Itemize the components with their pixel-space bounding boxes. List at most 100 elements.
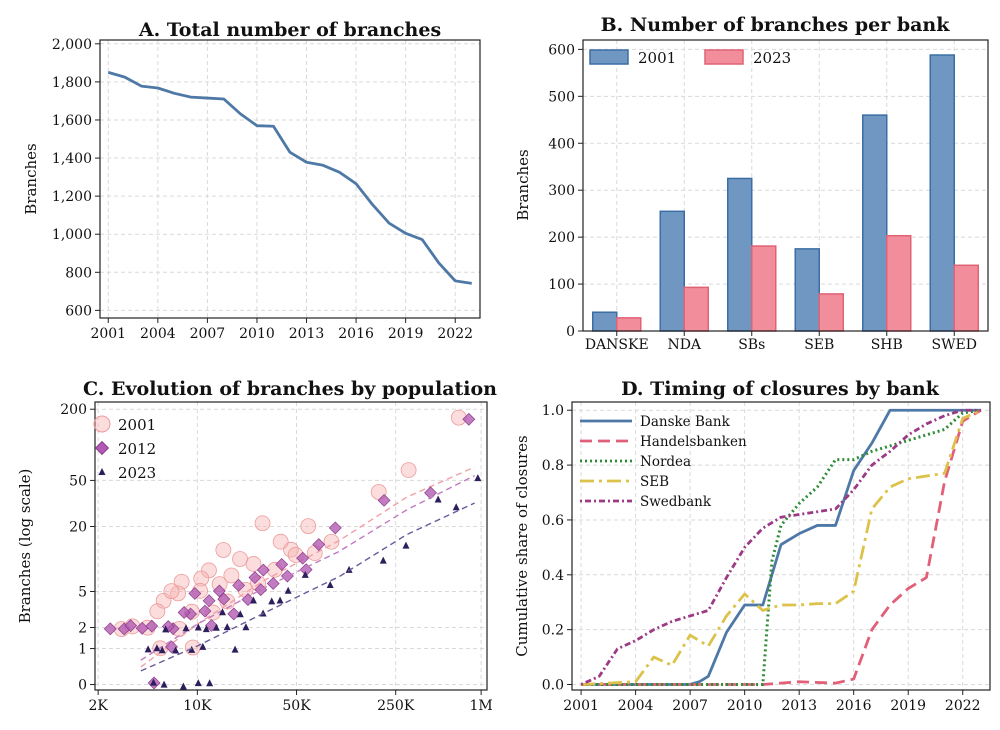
point-2023 xyxy=(194,679,202,687)
point-2012 xyxy=(217,592,231,606)
point-2001 xyxy=(215,542,232,558)
panel-c: 2K 10K 50K 250K 1M 0 1 2 5 20 50 200 C. Evolution of… xyxy=(16,378,497,714)
point-2012 xyxy=(198,604,212,618)
bar-swed-2001 xyxy=(929,54,955,332)
point-2001 xyxy=(232,551,248,567)
y-tick-label: 1,800 xyxy=(52,75,92,91)
point-2023 xyxy=(345,565,353,573)
legend-swatch-2023 xyxy=(704,49,744,65)
point-2023 xyxy=(231,645,239,653)
y-tick-label: 1,400 xyxy=(52,151,92,167)
y-axis-label: Branches xyxy=(514,149,532,220)
x-tick-label: 2013 xyxy=(781,698,817,714)
point-2023 xyxy=(150,678,158,686)
point-2012 xyxy=(280,569,294,583)
point-2023 xyxy=(144,645,152,653)
point-2023 xyxy=(202,625,210,633)
y-tick-label: 1,200 xyxy=(52,189,92,205)
point-2012 xyxy=(135,621,149,635)
point-2023 xyxy=(162,625,170,633)
y-tick-label: 500 xyxy=(548,89,575,105)
point-2001 xyxy=(193,570,210,587)
point-2001 xyxy=(272,533,289,550)
y-tick-label: 1,000 xyxy=(52,227,92,243)
y-tick-label: 200 xyxy=(548,230,575,246)
panel-a: 2001 2004 2007 2010 2013 2016 2019 2022 600 800 1,… xyxy=(22,19,481,342)
point-2023 xyxy=(276,596,284,604)
point-2023 xyxy=(284,586,292,594)
line-seb xyxy=(581,408,982,686)
y-axis-label: Cumulative share of closures xyxy=(513,435,531,657)
y-tick-label: 0.0 xyxy=(542,678,564,694)
point-2012 xyxy=(145,619,159,633)
point-2023 xyxy=(434,495,442,503)
x-tick-label: 2019 xyxy=(890,698,926,714)
point-2023 xyxy=(379,556,387,564)
bar-danske-2001 xyxy=(592,311,618,332)
x-tick-label: 2019 xyxy=(388,326,424,342)
point-2023 xyxy=(206,679,214,687)
legend-label: 2012 xyxy=(118,440,156,458)
point-2012 xyxy=(424,486,437,500)
y-tick-label: 5 xyxy=(78,585,87,601)
x-tick-label: SWED xyxy=(932,337,977,353)
bar-nda-2001 xyxy=(659,210,685,332)
point-2023 xyxy=(212,623,220,631)
x-tick-label: 2004 xyxy=(140,326,176,342)
point-2023 xyxy=(402,541,410,549)
x-tick-label: 2010 xyxy=(727,698,763,714)
point-2012 xyxy=(177,606,191,619)
point-2023 xyxy=(199,642,207,650)
legend-swatch-2001 xyxy=(589,49,629,65)
legend-marker-2023 xyxy=(98,468,106,475)
y-tick-label: 0.2 xyxy=(542,623,564,639)
x-tick-label: 2022 xyxy=(945,698,981,714)
legend-label: Nordea xyxy=(640,454,691,470)
point-2023 xyxy=(268,597,276,605)
x-tick-label: 2001 xyxy=(563,698,599,714)
y-axis-label: Branches xyxy=(22,143,40,214)
point-2023 xyxy=(182,624,190,632)
series-2023 xyxy=(140,474,482,690)
panel-title: C. Evolution of branches by population xyxy=(83,378,497,400)
point-2012 xyxy=(462,412,476,426)
x-tick-label: DANSKE xyxy=(585,337,649,353)
bar-seb-2023 xyxy=(818,293,844,332)
bar-danske-2023 xyxy=(616,317,642,332)
y-tick-label: 0.8 xyxy=(542,458,564,474)
panel-title: B. Number of branches per bank xyxy=(601,14,951,36)
point-2012 xyxy=(377,493,391,507)
x-tick-label: 250K xyxy=(377,698,415,714)
point-2023 xyxy=(301,570,309,578)
legend-label: 2001 xyxy=(118,416,156,434)
point-2023 xyxy=(236,610,244,618)
x-tick-label: 10K xyxy=(183,698,212,714)
y-tick-label: 1.0 xyxy=(542,403,564,419)
y-tick-label: 800 xyxy=(65,265,92,281)
trend-2023 xyxy=(140,502,475,672)
x-tick-label: 50K xyxy=(282,698,311,714)
y-tick-label: 600 xyxy=(548,42,575,58)
line-nordea xyxy=(581,408,982,687)
point-2012 xyxy=(328,521,342,535)
point-2012 xyxy=(296,551,310,565)
x-tick-label: 2022 xyxy=(437,326,473,342)
legend-label: 2001 xyxy=(638,49,676,67)
point-2001 xyxy=(323,533,340,550)
legend-label: Handelsbanken xyxy=(640,434,747,450)
point-2001 xyxy=(173,573,190,590)
legend-label: SEB xyxy=(640,474,669,490)
y-tick-label: 20 xyxy=(69,519,87,535)
line-swedbank xyxy=(580,408,981,686)
y-tick-label: 2,000 xyxy=(52,37,92,53)
y-tick-label: 600 xyxy=(65,303,92,319)
bar-shb-2023 xyxy=(886,234,912,332)
point-2023 xyxy=(474,474,482,482)
y-axis-label: Branches (log scale) xyxy=(16,469,34,624)
x-tick-label: NDA xyxy=(667,337,701,353)
point-2023 xyxy=(158,646,166,654)
point-2012 xyxy=(124,619,138,633)
point-2023 xyxy=(172,646,180,654)
point-2012 xyxy=(312,538,326,551)
